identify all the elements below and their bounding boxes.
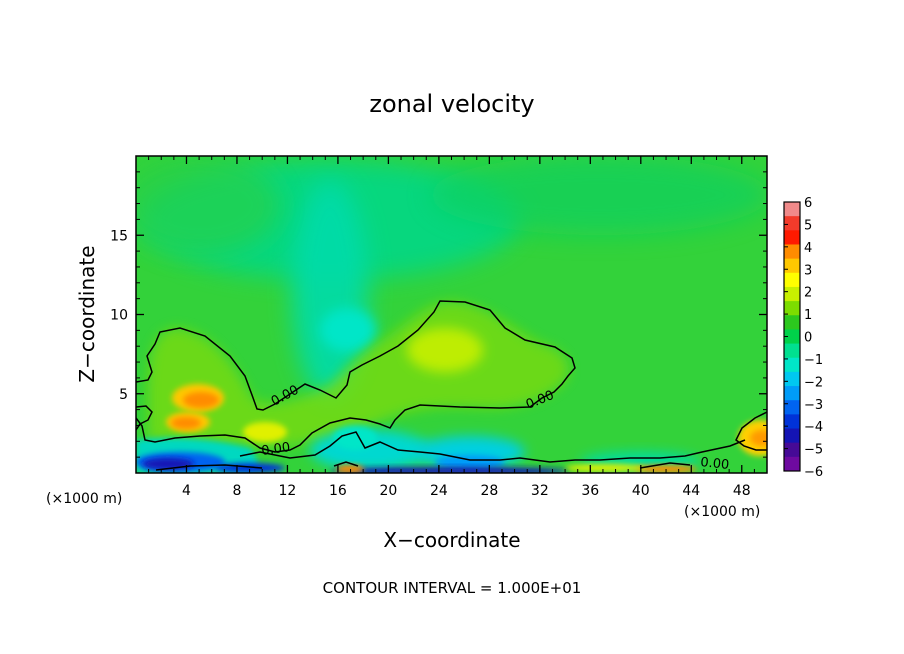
ground-blue-25km	[435, 455, 505, 469]
colorbar-tick-label: −3	[804, 398, 823, 413]
colorbar-swatch	[784, 428, 800, 444]
right-edge-positive-core	[750, 430, 767, 446]
colorbar-tick-label: −2	[804, 375, 823, 390]
x-tick-label: 36	[581, 483, 599, 499]
x-axis-label: X−coordinate	[383, 528, 520, 552]
y-axis-label: Z−coordinate	[75, 245, 99, 382]
colorbar-swatch	[784, 230, 800, 245]
colorbar-tick-label: 3	[804, 263, 812, 278]
x-tick-label: 8	[232, 483, 241, 499]
colorbar-tick-label: 1	[804, 308, 812, 323]
right-upper-band	[430, 156, 767, 235]
colorbar: 6 5 4 3 2 1 0 −1 −2 −3 −4 −5 −6	[783, 196, 823, 480]
upper-cyan-17km	[333, 426, 377, 450]
y-tick-label: 10	[110, 308, 128, 324]
ground-deep-blue-28km	[330, 467, 570, 473]
left-upper-band	[136, 156, 280, 255]
colorbar-swatch	[784, 357, 800, 373]
zero-contour-ground	[155, 461, 691, 471]
colorbar-swatch	[784, 258, 800, 274]
x-tick-label: 40	[632, 483, 650, 499]
colorbar-swatch	[784, 286, 800, 302]
colorbar-tick-label: 5	[804, 218, 812, 233]
colorbar-tick-label: −4	[804, 420, 823, 435]
colorbar-swatch	[784, 400, 800, 415]
zero-contour-right	[735, 411, 767, 451]
colorbar-swatch	[784, 386, 800, 401]
colorbar-swatch	[784, 329, 800, 345]
x-tick-label: 24	[430, 483, 448, 499]
colorbar-tick-label: −6	[804, 465, 823, 480]
ground-positive-16km	[336, 465, 364, 473]
colorbar-swatch	[784, 244, 800, 260]
x-tick-label: 16	[329, 483, 347, 499]
x-tick-label: 28	[480, 483, 498, 499]
x-tick-label: 48	[733, 483, 751, 499]
mid-cyan-patch	[320, 308, 376, 352]
x-axis: 4 8 12 16 20 24 28 32 36 40 44 48	[148, 156, 755, 499]
x-tick-label: 12	[279, 483, 297, 499]
x-unit-left: (×1000 m)	[46, 491, 122, 507]
x-tick-label: 4	[182, 483, 191, 499]
positive-core-24km	[407, 328, 483, 372]
colorbar-swatch	[784, 301, 800, 316]
zero-contour-main	[136, 300, 576, 453]
colorbar-swatch	[784, 371, 800, 387]
colorbar-tick-label: −1	[804, 353, 823, 368]
y-axis: 5 10 15	[110, 171, 767, 458]
colorbar-swatch	[784, 456, 800, 472]
colorbar-tick-label: 0	[804, 331, 812, 346]
colorbar-swatch	[784, 414, 800, 430]
colorbar-swatch	[784, 315, 800, 330]
mid-positive-11km	[243, 422, 287, 442]
colorbar-swatch	[784, 272, 800, 288]
colorbar-tick-label: 6	[804, 196, 812, 211]
velocity-field	[136, 156, 767, 473]
colorbar-swatch	[784, 216, 800, 231]
contour-label: 0.00	[700, 455, 730, 473]
contour-label: 0.00	[260, 440, 291, 459]
colorbar-swatch	[784, 343, 800, 359]
chart-title: zonal velocity	[369, 90, 534, 118]
x-tick-label: 32	[531, 483, 549, 499]
colorbar-tick-label: −5	[804, 443, 823, 458]
jet-lower-core	[171, 417, 201, 429]
y-tick-label: 5	[119, 387, 128, 403]
zero-contour-lower	[239, 431, 746, 463]
jet-upper-core	[183, 392, 219, 408]
colorbar-tick-label: 2	[804, 286, 812, 301]
x-tick-label: 20	[379, 483, 397, 499]
colorbar-tick-label: 4	[804, 241, 812, 256]
ground-positive-37km	[565, 464, 645, 472]
colorbar-swatch	[784, 202, 800, 217]
x-unit-right: (×1000 m)	[684, 504, 760, 520]
colorbar-swatch	[784, 442, 800, 458]
y-tick-label: 15	[110, 228, 128, 244]
x-tick-label: 44	[682, 483, 700, 499]
contour-interval-note: CONTOUR INTERVAL = 1.000E+01	[323, 579, 582, 597]
